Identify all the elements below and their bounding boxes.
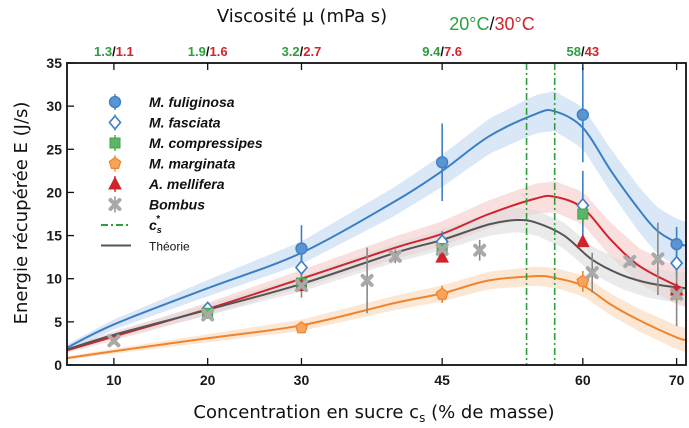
legend-extra-label-1: Théorie	[149, 240, 190, 254]
y-axis-title: Energie récupérée E (J/s)	[11, 102, 32, 325]
y-tick-label-6: 30	[46, 98, 62, 114]
data-point-5-5	[435, 242, 449, 256]
viscosity-label-2: 3.2/2.7	[282, 44, 322, 59]
x-tick-label-2: 30	[294, 372, 310, 388]
data-point-0-0	[295, 242, 308, 255]
data-point-5-1	[201, 308, 215, 322]
data-point-2-3	[577, 208, 589, 220]
temp-30: 30°C	[495, 14, 535, 34]
data-point-3-1	[435, 287, 449, 300]
data-markers	[107, 108, 684, 348]
x-axis-title-unit: (% de masse)	[425, 402, 554, 423]
legend-label-5: Bombus	[149, 197, 205, 213]
legend: M. fuliginosa M. fasciata M. compressipes M…	[101, 94, 263, 254]
temp-sep: /	[489, 14, 494, 34]
plot-frame	[66, 62, 687, 366]
theory-curve-2	[67, 218, 686, 351]
legend-label-2: M. compressipes	[149, 135, 263, 151]
data-point-5-0	[107, 334, 121, 348]
legend-label-4: A. mellifera	[148, 176, 225, 192]
x-axis-title-sub: s	[419, 411, 425, 425]
legend-marker-4	[108, 176, 122, 190]
axis-ticks: 10 20 30 45 60 70 0 5 10 15 20 25 30 35 1.3/1.1 1.9/1.6…	[46, 44, 684, 388]
y-tick-label-0: 0	[54, 357, 62, 373]
legend-marker-2	[109, 137, 121, 149]
y-tick-label-3: 15	[46, 228, 62, 244]
x-axis-title-main: Concentration en sucre c	[193, 402, 419, 423]
viscosity-label-1: 1.9/1.6	[188, 44, 228, 59]
data-point-5-8	[623, 254, 637, 268]
data-point-5-2	[294, 279, 308, 293]
legend-marker-0	[108, 95, 122, 109]
data-point-0-2	[576, 108, 589, 121]
data-point-4-1	[435, 249, 449, 263]
data-point-0-3	[670, 238, 683, 251]
data-point-1-4	[670, 255, 684, 271]
data-point-3-0	[295, 321, 308, 334]
legend-extra-label-0: cs*	[149, 214, 162, 235]
top-axis-title: Viscosité µ (mPa s)	[217, 6, 387, 27]
data-point-5-3	[360, 273, 374, 287]
x-tick-label-0: 10	[106, 372, 122, 388]
cs-star-lines	[525, 63, 556, 365]
x-tick-label-4: 60	[575, 372, 591, 388]
data-point-5-10	[670, 287, 684, 301]
y-tick-label-7: 35	[46, 55, 62, 71]
legend-label-0: M. fuliginosa	[149, 94, 235, 110]
legend-label-3: M. marginata	[149, 156, 236, 172]
x-axis-title: Concentration en sucre cs (% de masse)	[193, 402, 554, 425]
theory-curves	[67, 109, 686, 360]
data-point-5-4	[388, 249, 402, 263]
data-point-5-9	[651, 252, 665, 266]
data-point-1-1	[294, 259, 309, 276]
x-tick-label-1: 20	[200, 372, 216, 388]
y-tick-label-5: 25	[46, 141, 62, 157]
legend-label-1: M. fasciata	[149, 115, 221, 131]
data-point-5-6	[473, 243, 487, 257]
y-tick-label-2: 10	[46, 271, 62, 287]
data-point-5-7	[585, 266, 599, 280]
x-tick-label-5: 70	[669, 372, 685, 388]
y-tick-label-1: 5	[54, 314, 62, 330]
temp-20: 20°C	[449, 14, 489, 34]
data-point-0-1	[436, 156, 449, 169]
data-point-4-2	[576, 234, 590, 248]
viscosity-label-0: 1.3/1.1	[94, 44, 134, 59]
theory-curve-0	[67, 109, 686, 349]
confidence-band-0	[67, 91, 686, 352]
theory-curve-3	[67, 274, 686, 360]
viscosity-label-4: 58/43	[567, 44, 600, 59]
x-tick-label-3: 45	[434, 372, 450, 388]
legend-marker-5	[108, 198, 122, 211]
legend-marker-1	[108, 114, 122, 131]
legend-marker-3	[108, 156, 122, 169]
viscosity-label-3: 9.4/7.6	[422, 44, 462, 59]
temperature-label: 20°C/30°C	[449, 14, 534, 34]
y-tick-label-4: 20	[46, 184, 62, 200]
